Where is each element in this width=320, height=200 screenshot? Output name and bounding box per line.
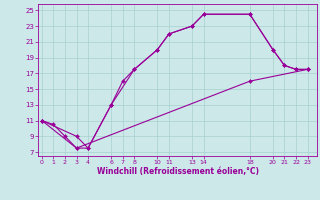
X-axis label: Windchill (Refroidissement éolien,°C): Windchill (Refroidissement éolien,°C) bbox=[97, 167, 259, 176]
